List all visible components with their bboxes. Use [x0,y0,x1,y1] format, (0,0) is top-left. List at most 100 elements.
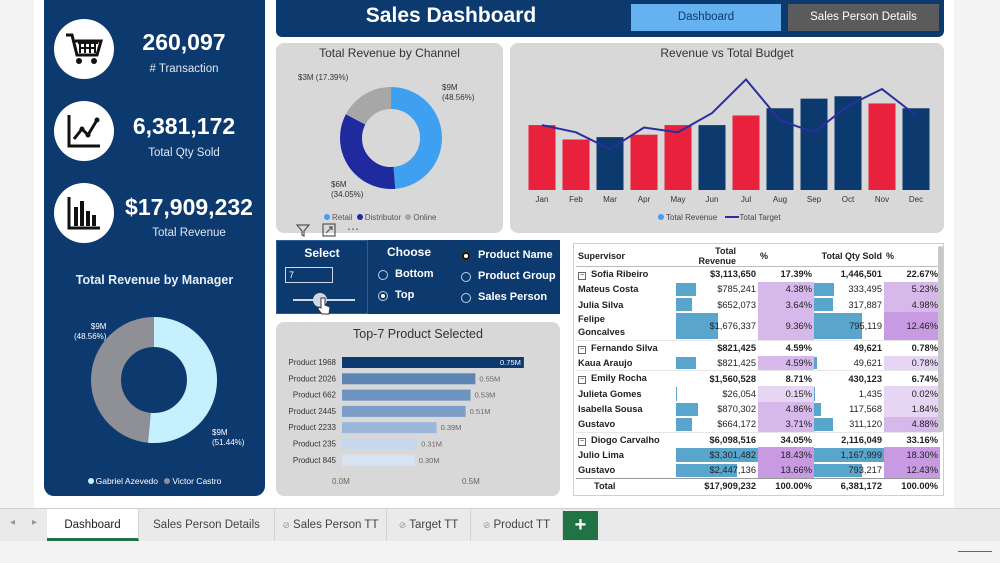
supervisor-name: Gustavo [578,465,616,476]
col-qty-sold[interactable]: Total Qty Sold [814,246,884,267]
revenue-pct-cell: 3.64% [758,297,814,313]
focus-mode-icon[interactable] [322,223,336,237]
table-group-row[interactable]: − Emily Rocha $1,560,528 8.71% 430,123 6.74% [576,370,940,387]
top-product-bar [342,438,418,450]
kpi-revenue-label: Total Revenue [152,227,226,239]
qty-pct-cell: 4.98% [884,297,940,313]
table-group-row[interactable]: − Diogo Carvalho $6,098,516 34.05% 2,116,049… [576,431,940,448]
qty-pct-cell: 18.30% [884,447,940,463]
radio-product-name[interactable] [461,251,471,261]
radio-product-name-label[interactable]: Product Name [478,249,553,261]
table-row[interactable]: Julia Silva $652,073 3.64% 317,887 4.98% [576,297,940,313]
qty-cell: 49,621 [814,339,884,356]
radio-bottom[interactable] [378,270,388,280]
col-revenue-pct[interactable]: % [758,246,814,267]
radio-product-group[interactable] [461,272,471,282]
qty-cell: 1,435 [814,387,882,401]
radio-top-label[interactable]: Top [395,289,415,301]
radio-sales-person-label[interactable]: Sales Person [478,291,548,303]
revenue-cell: $3,301,482 [676,447,758,462]
cursor-icon [317,297,331,315]
radio-top[interactable] [378,291,388,301]
radio-product-group-label[interactable]: Product Group [478,270,556,282]
table-row[interactable]: Isabella Sousa $870,302 4.86% 117,568 1.84% [576,401,940,417]
revenue-cell: $664,172 [676,417,758,432]
cart-icon [54,19,114,79]
revenue-cell: $652,073 [676,297,758,312]
qty-cell: 317,887 [814,297,884,312]
tab-scroll-right-icon[interactable]: ▸ [32,517,38,528]
budget-tick-jun: Jun [706,195,719,204]
revenue-cell: $870,302 [676,402,758,417]
top-product-value: 0.51M [470,407,491,416]
table-row[interactable]: Julio Lima $3,301,482 18.43% 1,167,999 18.30… [576,447,940,463]
kpi-transactions-label: # Transaction [149,63,219,75]
qty-pct-cell: 5.23% [884,281,940,298]
budget-bar-oct [834,96,862,190]
table-row[interactable]: Gustavo $664,172 3.71% 311,120 4.88% [576,416,940,432]
dashboard-nav-button[interactable]: Dashboard [631,4,781,31]
revenue-pct-cell: 3.71% [758,416,814,432]
add-sheet-button[interactable]: + [563,511,598,540]
supervisor-name: Julieta Gomes [578,388,642,399]
table-group-row[interactable]: − Sofia Ribeiro $3,113,650 17.39% 1,446,501 2… [576,265,940,282]
collapse-icon[interactable]: − [578,345,586,354]
table-row[interactable]: Kaua Araujo $821,425 4.59% 49,621 0.78% [576,355,940,371]
filter-icon[interactable] [296,223,310,237]
manager-legend: Gabriel Azevedo Victor Castro [44,476,265,486]
radio-bottom-label[interactable]: Bottom [395,268,434,280]
table-header-row: Supervisor Total Revenue % Total Qty Sol… [576,246,940,267]
col-total-revenue[interactable]: Total Revenue [676,246,758,267]
manager-label-b: $9M (51.44%) [212,428,245,447]
table-group-row[interactable]: − Fernando Silva $821,425 4.59% 49,621 0.78% [576,339,940,356]
table-row[interactable]: Mateus Costa $785,241 4.38% 333,495 5.23% [576,281,940,298]
tab-sales-person-tt[interactable]: ⊘ Sales Person TT [275,509,387,541]
revenue-cell: $821,425 [676,356,758,371]
top-product-bar [342,454,415,466]
manager-donut [91,317,217,443]
more-options-icon[interactable]: ⋯ [347,222,359,236]
revenue-cell: $785,241 [676,282,758,297]
collapse-icon[interactable]: − [578,271,586,280]
table-row[interactable]: Felipe Goncalves $1,676,337 9.36% 795,119 12… [576,312,940,340]
select-value-input[interactable]: 7 [285,267,333,283]
tab-target-tt[interactable]: ⊘ Target TT [387,509,471,541]
tab-scroll-left-icon[interactable]: ◂ [10,517,16,528]
revenue-pct-cell: 4.59% [758,339,814,356]
top-product-label: Product 2445 [288,407,336,416]
tab-product-tt[interactable]: ⊘ Product TT [471,509,563,541]
top-product-value: 0.55M [479,374,500,383]
qty-cell: 2,116,049 [814,431,884,448]
tab-dashboard[interactable]: Dashboard [47,509,139,541]
manager-slice-victor [91,317,217,443]
tab-sales-person-details[interactable]: Sales Person Details [139,509,275,541]
supervisor-name: Felipe Goncalves [578,314,626,338]
revenue-cell: $6,098,516 [676,431,758,448]
top-product-value: 0.53M [475,391,496,400]
sales-person-details-nav-button[interactable]: Sales Person Details [788,4,939,31]
table-scrollbar[interactable] [938,246,943,432]
zoom-slider[interactable] [958,551,992,552]
collapse-icon[interactable]: − [578,376,586,385]
col-qty-pct[interactable]: % [884,246,940,267]
budget-tick-feb: Feb [569,195,583,204]
supervisor-table-card: Supervisor Total Revenue % Total Qty Sol… [573,243,944,496]
total-qty: 6,381,172 [814,477,884,494]
top-products-chart: Product 1968 0.75M Product 2026 0.55M Produc… [288,357,524,466]
budget-target-line [541,77,917,151]
revenue-pct-cell: 4.86% [758,401,814,417]
table-total-row: Total $17,909,232 100.00% 6,381,172 100.00% [576,477,940,494]
top-product-bar [342,373,476,385]
budget-chart-card: Revenue vs Total Budget Jan Feb Mar Apr May J… [510,43,944,233]
collapse-icon[interactable]: − [578,437,586,446]
revenue-pct-cell: 34.05% [758,431,814,448]
radio-sales-person[interactable] [461,293,471,303]
table-row[interactable]: Julieta Gomes $26,054 0.15% 1,435 0.02% [576,386,940,402]
revenue-cell: $1,560,528 [676,370,758,387]
revenue-pct-cell: 0.15% [758,386,814,402]
hidden-eye-icon: ⊘ [482,520,491,530]
table-row[interactable]: Gustavo $2,447,136 13.66% 793,217 12.43% [576,462,940,478]
supervisor-name: − Diogo Carvalho [576,431,676,448]
col-supervisor[interactable]: Supervisor [576,246,676,267]
select-panel: Select 7 [276,240,368,315]
